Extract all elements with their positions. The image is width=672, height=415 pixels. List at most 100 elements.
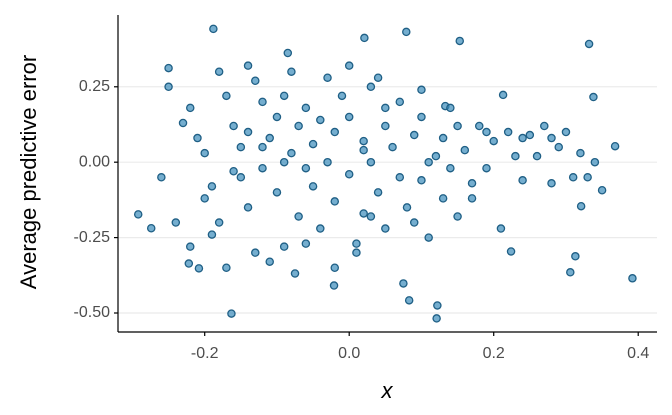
point xyxy=(337,91,347,101)
point xyxy=(424,233,433,242)
y-tick-label: -0.50 xyxy=(74,304,111,321)
point xyxy=(214,67,224,76)
point xyxy=(503,127,513,137)
point xyxy=(366,82,376,92)
point xyxy=(417,176,426,185)
point xyxy=(404,296,414,305)
point xyxy=(329,281,339,290)
point xyxy=(455,36,465,46)
point xyxy=(409,130,419,140)
point xyxy=(540,121,549,131)
point xyxy=(133,210,143,219)
point xyxy=(417,112,426,122)
point xyxy=(359,136,368,146)
point xyxy=(207,230,217,239)
point xyxy=(146,223,156,233)
point xyxy=(460,145,470,155)
point xyxy=(194,264,204,273)
point xyxy=(568,173,578,182)
point xyxy=(388,142,397,152)
point xyxy=(236,142,246,152)
point xyxy=(323,73,332,82)
point xyxy=(506,247,516,256)
point xyxy=(258,142,267,152)
point xyxy=(518,176,527,185)
point xyxy=(438,194,448,203)
point xyxy=(628,274,637,283)
point xyxy=(438,133,448,143)
point xyxy=(186,103,195,113)
point xyxy=(308,139,318,149)
point xyxy=(498,90,508,100)
point xyxy=(301,103,311,113)
point xyxy=(344,112,354,122)
point xyxy=(222,91,231,101)
point xyxy=(360,33,369,43)
x-axis-title: x xyxy=(381,378,394,403)
point xyxy=(258,97,267,107)
point xyxy=(359,145,368,155)
point xyxy=(301,163,311,173)
point xyxy=(547,133,556,143)
point xyxy=(453,121,462,131)
point xyxy=(566,268,575,277)
point xyxy=(511,151,520,161)
point xyxy=(482,127,491,137)
point xyxy=(467,194,477,203)
y-tick-label: -0.25 xyxy=(74,229,111,246)
point xyxy=(207,182,217,191)
point xyxy=(330,127,340,137)
point xyxy=(576,201,586,211)
x-tick-label: 0.2 xyxy=(483,345,505,362)
point xyxy=(475,121,484,131)
point xyxy=(227,309,236,318)
x-tick-label: -0.2 xyxy=(191,345,219,362)
point xyxy=(402,27,411,37)
point xyxy=(446,103,455,113)
point xyxy=(366,212,376,221)
point xyxy=(431,151,441,161)
point xyxy=(243,203,253,212)
point xyxy=(251,248,260,257)
point xyxy=(395,97,405,107)
point xyxy=(330,263,340,273)
point xyxy=(584,39,594,49)
point xyxy=(184,259,194,268)
point xyxy=(229,121,238,131)
point xyxy=(265,257,274,266)
point xyxy=(308,182,318,191)
point xyxy=(323,157,332,167)
point xyxy=(518,133,527,143)
point xyxy=(279,242,289,251)
point xyxy=(489,136,498,146)
point xyxy=(200,194,209,203)
point xyxy=(294,121,303,131)
point xyxy=(525,130,535,140)
point xyxy=(381,103,390,113)
point xyxy=(164,63,173,73)
point xyxy=(381,121,390,131)
x-tick-label: 0.4 xyxy=(627,345,649,362)
point xyxy=(164,82,173,92)
point xyxy=(316,115,325,125)
point xyxy=(272,188,282,197)
point xyxy=(265,133,274,143)
x-tick-label: 0.0 xyxy=(338,345,360,362)
point xyxy=(433,301,442,310)
y-tick-label: 0.00 xyxy=(79,153,110,170)
point xyxy=(395,173,405,182)
point xyxy=(547,179,556,188)
point xyxy=(171,218,181,227)
point xyxy=(366,157,376,167)
point xyxy=(424,157,433,167)
point xyxy=(359,209,368,218)
point xyxy=(496,224,506,233)
point xyxy=(453,212,462,221)
point xyxy=(214,218,224,227)
point xyxy=(279,91,289,101)
point xyxy=(532,151,542,161)
point xyxy=(316,224,325,233)
point xyxy=(417,85,426,95)
point xyxy=(236,173,246,182)
